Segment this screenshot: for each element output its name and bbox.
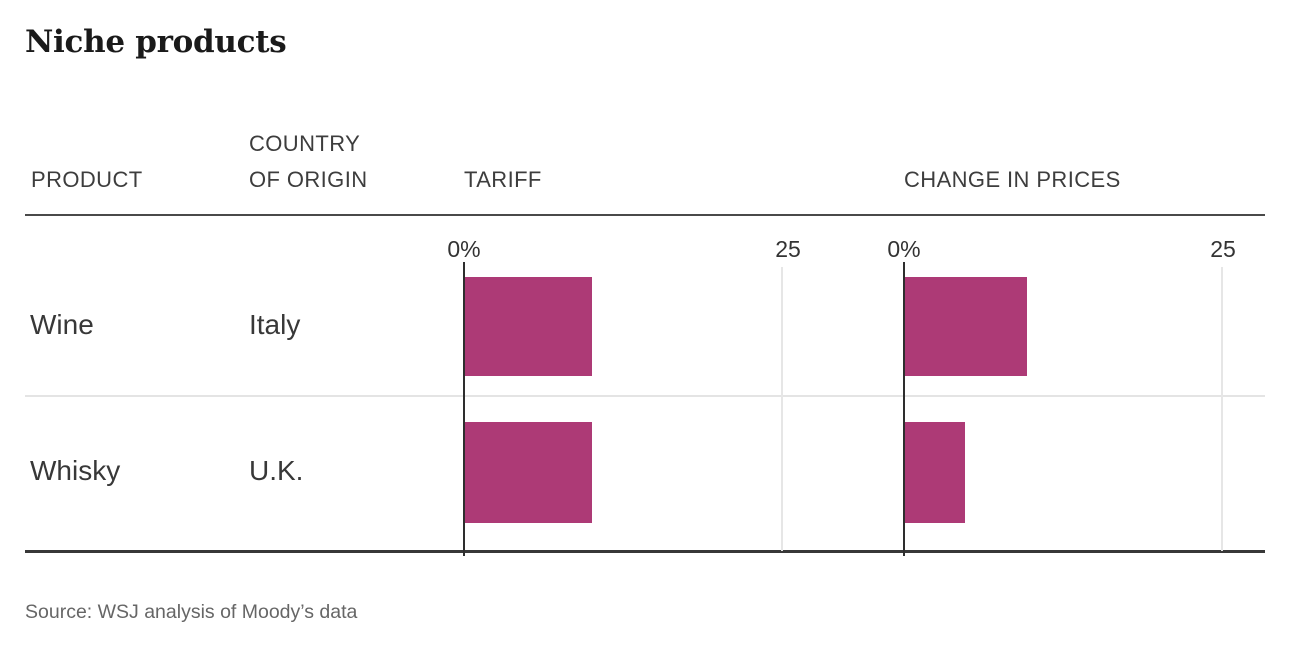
change-axis-max-label: 25 [1210, 236, 1236, 262]
source-note: Source: WSJ analysis of Moody’s data [25, 601, 358, 623]
tariff-axis-zero-label: 0% [447, 236, 481, 262]
tariff-gridline-25 [781, 267, 783, 551]
tariff-bar-whisky [465, 422, 593, 523]
tariff-bar-panel-whisky [465, 422, 783, 523]
row-label-product-wine: Wine [30, 309, 94, 340]
row-label-origin-italy: Italy [249, 309, 301, 340]
row-label-product-whisky: Whisky [30, 455, 121, 486]
column-header-change-in-prices: CHANGE IN PRICES [904, 167, 1121, 192]
row-label-origin-uk: U.K. [249, 455, 304, 486]
change-axis-line [903, 262, 905, 556]
tariff-bar-panel-wine [465, 277, 783, 376]
bottom-rule [25, 550, 1265, 553]
header-rule [25, 214, 1265, 216]
column-header-product: PRODUCT [31, 167, 143, 192]
column-header-country-of-origin: COUNTRY OF ORIGIN [249, 131, 368, 192]
change-bar-whisky [905, 422, 965, 523]
tariff-bar-wine [465, 277, 593, 376]
change-bar-panel-wine [905, 277, 1223, 376]
change-axis-zero-label: 0% [887, 236, 921, 262]
page-title: Niche products [25, 24, 287, 60]
column-header-tariff: TARIFF [464, 167, 542, 192]
tariff-axis-max-label: 25 [775, 236, 801, 262]
change-bar-wine [905, 277, 1028, 376]
row-separator [25, 395, 1265, 397]
change-gridline-25 [1221, 267, 1223, 551]
change-bar-panel-whisky [905, 422, 1223, 523]
tariff-axis-line [463, 262, 465, 556]
